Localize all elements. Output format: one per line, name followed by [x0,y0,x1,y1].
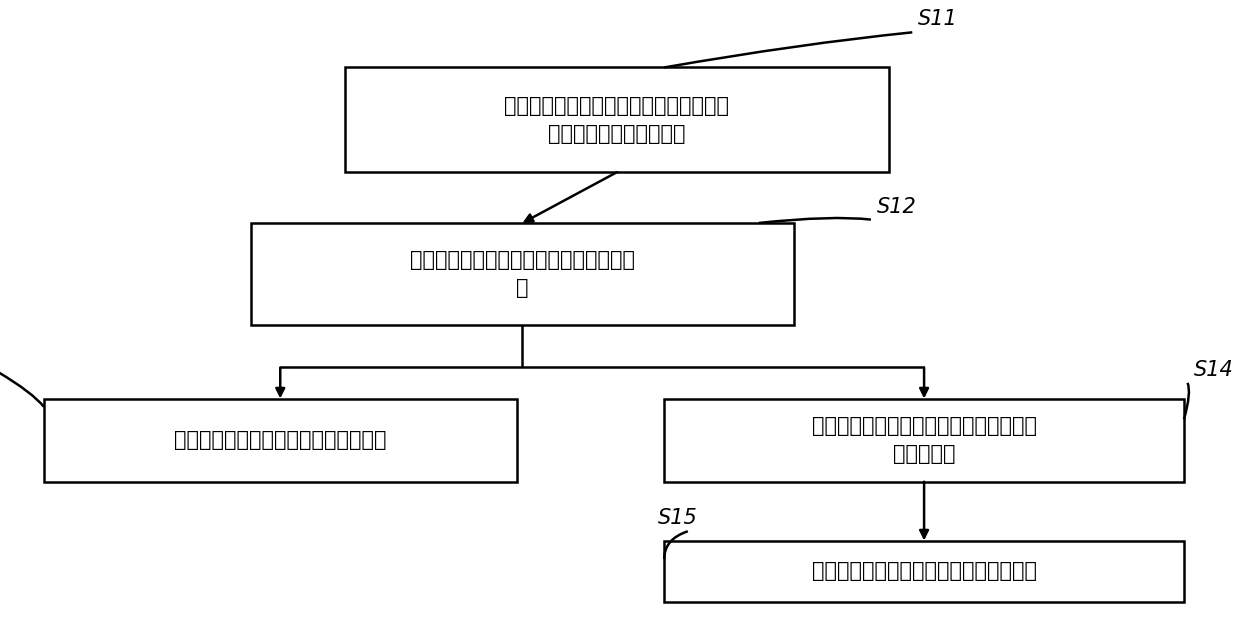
Text: S11: S11 [918,9,959,29]
Bar [43,399,517,481]
Text: 第二触控显示屏接收并显示第三显示信息: 第二触控显示屏接收并显示第三显示信息 [812,562,1037,582]
Bar [665,399,1184,481]
Text: 第一触控显示屏接收并显示该显示信息: 第一触控显示屏接收并显示该显示信息 [174,430,387,450]
Bar [665,540,1184,602]
Bar [250,223,794,325]
Text: 控制单元接收并处理数据信息获得显示信
息: 控制单元接收并处理数据信息获得显示信 息 [410,250,635,298]
Text: S12: S12 [877,197,916,217]
Text: S15: S15 [658,508,698,528]
Bar [345,68,889,172]
Text: S14: S14 [1193,360,1234,380]
Text: 信号转换单元接收并处理显示信息获得第
三显示信息: 信号转换单元接收并处理显示信息获得第 三显示信息 [812,416,1037,464]
Text: 控制单元根据控制指令信号设置所述双屏
电子学习设备为双屏同显: 控制单元根据控制指令信号设置所述双屏 电子学习设备为双屏同显 [505,96,729,144]
